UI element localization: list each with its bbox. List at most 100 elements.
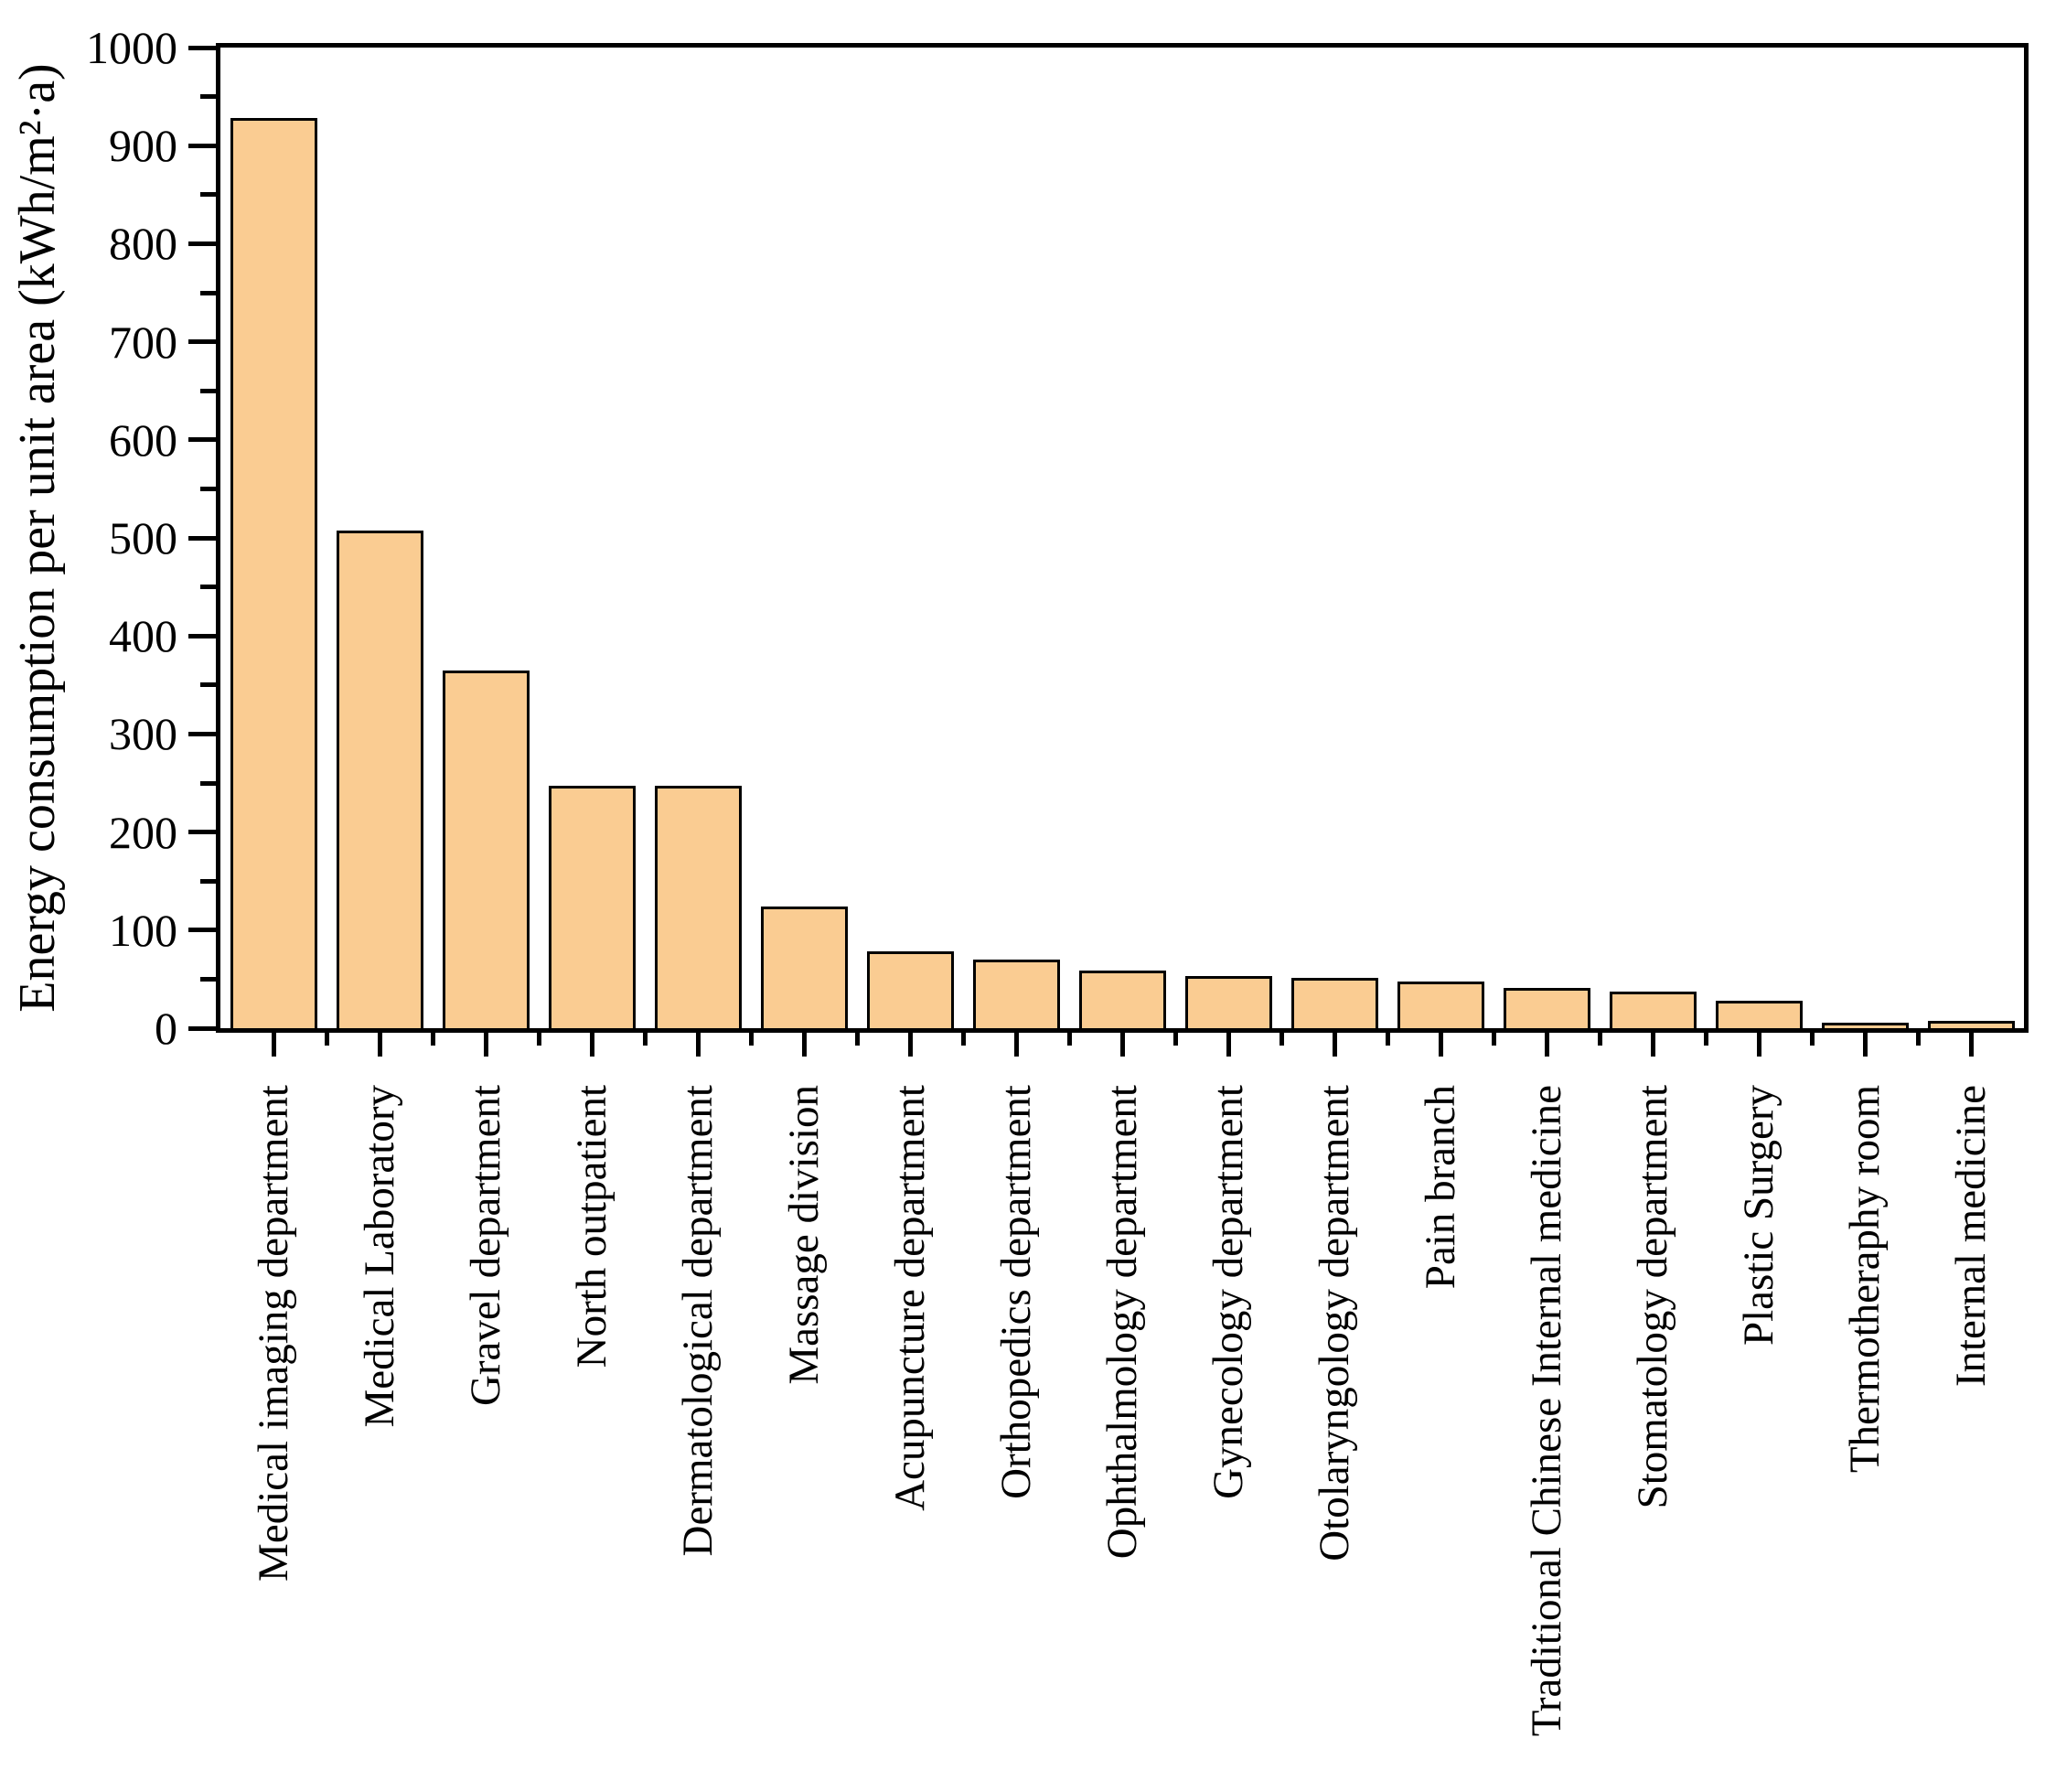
- bar-7: [972, 960, 1060, 1028]
- bar-12: [1503, 988, 1590, 1028]
- y-tick-label-400: 400: [109, 610, 177, 662]
- x-minor-tick-9: [1172, 1033, 1178, 1046]
- x-major-tick-6: [907, 1033, 913, 1057]
- x-category-label-12: Traditional Chinese Internal medicine: [1523, 1085, 1570, 1737]
- x-category-label-3: North outpatient: [568, 1085, 616, 1368]
- x-category-label-13: Stomatology department: [1629, 1085, 1676, 1509]
- y-major-tick-400: [188, 633, 216, 638]
- x-major-tick-2: [483, 1033, 488, 1057]
- x-major-tick-14: [1756, 1033, 1761, 1057]
- x-category-label-16: Internal medicine: [1947, 1085, 1995, 1388]
- y-minor-tick-150: [200, 878, 216, 884]
- y-tick-label-500: 500: [109, 512, 177, 563]
- bar-0: [230, 118, 317, 1028]
- x-major-tick-11: [1438, 1033, 1443, 1057]
- x-category-label-7: Orthopedics department: [992, 1085, 1040, 1499]
- y-minor-tick-250: [200, 780, 216, 786]
- y-tick-label-700: 700: [109, 316, 177, 368]
- x-major-tick-1: [377, 1033, 382, 1057]
- y-minor-tick-350: [200, 682, 216, 688]
- y-major-tick-300: [188, 731, 216, 736]
- x-minor-tick-14: [1703, 1033, 1708, 1046]
- y-tick-label-300: 300: [109, 708, 177, 760]
- x-major-tick-9: [1226, 1033, 1231, 1057]
- x-category-label-1: Medical Laboratory: [356, 1085, 403, 1428]
- y-tick-label-600: 600: [109, 413, 177, 466]
- x-category-label-6: Acupuncture department: [886, 1085, 934, 1511]
- x-minor-tick-7: [960, 1033, 966, 1046]
- x-major-tick-10: [1332, 1033, 1337, 1057]
- bar-8: [1078, 971, 1166, 1028]
- y-major-tick-200: [188, 830, 216, 835]
- x-minor-tick-12: [1491, 1033, 1496, 1046]
- x-category-label-11: Pain branch: [1417, 1085, 1464, 1290]
- x-category-label-9: Gynecology department: [1205, 1085, 1252, 1499]
- x-category-label-10: Otolaryngology department: [1311, 1085, 1358, 1561]
- x-category-label-15: Thermotheraphy room: [1841, 1085, 1889, 1474]
- y-major-tick-0: [188, 1025, 216, 1031]
- y-major-tick-600: [188, 437, 216, 443]
- y-major-tick-800: [188, 241, 216, 246]
- x-minor-tick-10: [1279, 1033, 1284, 1046]
- x-minor-tick-16: [1915, 1033, 1921, 1046]
- x-minor-tick-4: [642, 1033, 648, 1046]
- y-tick-label-900: 900: [109, 120, 177, 172]
- y-minor-tick-550: [200, 486, 216, 491]
- plot-area: [216, 43, 2029, 1033]
- x-major-tick-7: [1013, 1033, 1019, 1057]
- x-category-label-0: Medical imaging department: [250, 1085, 297, 1582]
- y-minor-tick-950: [200, 94, 216, 100]
- x-major-tick-15: [1862, 1033, 1868, 1057]
- bar-5: [760, 907, 848, 1028]
- y-minor-tick-850: [200, 192, 216, 198]
- y-major-tick-700: [188, 339, 216, 345]
- x-major-tick-13: [1650, 1033, 1655, 1057]
- bar-11: [1397, 982, 1484, 1028]
- x-major-tick-5: [801, 1033, 807, 1057]
- x-category-label-5: Massage division: [780, 1085, 828, 1385]
- x-category-label-8: Ophthalmology department: [1098, 1085, 1146, 1560]
- x-minor-tick-15: [1809, 1033, 1815, 1046]
- x-minor-tick-5: [748, 1033, 754, 1046]
- y-tick-label-100: 100: [109, 904, 177, 956]
- x-major-tick-16: [1968, 1033, 1974, 1057]
- bar-1: [336, 531, 423, 1028]
- y-minor-tick-450: [200, 585, 216, 590]
- bar-9: [1184, 976, 1272, 1028]
- x-minor-tick-11: [1385, 1033, 1390, 1046]
- y-major-tick-1000: [188, 45, 216, 50]
- bar-13: [1609, 992, 1697, 1028]
- bar-6: [866, 951, 954, 1028]
- y-major-tick-500: [188, 535, 216, 541]
- bar-4: [654, 786, 742, 1028]
- x-major-tick-12: [1544, 1033, 1549, 1057]
- x-major-tick-3: [589, 1033, 594, 1057]
- x-category-label-2: Gravel department: [462, 1085, 509, 1407]
- x-category-label-4: Dermatological department: [674, 1085, 722, 1557]
- bar-3: [548, 786, 636, 1028]
- y-tick-label-200: 200: [109, 806, 177, 858]
- y-minor-tick-50: [200, 976, 216, 982]
- y-minor-tick-750: [200, 290, 216, 295]
- x-major-tick-0: [271, 1033, 276, 1057]
- y-tick-label-800: 800: [109, 218, 177, 270]
- x-minor-tick-8: [1066, 1033, 1072, 1046]
- x-minor-tick-6: [854, 1033, 860, 1046]
- y-minor-tick-650: [200, 388, 216, 393]
- x-minor-tick-1: [324, 1033, 329, 1046]
- x-category-label-14: Plastic Surgery: [1735, 1085, 1783, 1347]
- y-major-tick-900: [188, 143, 216, 148]
- bar-10: [1290, 978, 1378, 1028]
- y-tick-label-0: 0: [155, 1003, 177, 1054]
- x-major-tick-8: [1119, 1033, 1125, 1057]
- bar-14: [1715, 1001, 1803, 1028]
- y-tick-label-1000: 1000: [86, 22, 177, 73]
- x-major-tick-4: [695, 1033, 701, 1057]
- x-minor-tick-2: [430, 1033, 435, 1046]
- bar-15: [1821, 1023, 1909, 1028]
- bars-container: [220, 48, 2024, 1028]
- x-minor-tick-3: [536, 1033, 541, 1046]
- bar-16: [1927, 1021, 2015, 1028]
- x-minor-tick-13: [1597, 1033, 1602, 1046]
